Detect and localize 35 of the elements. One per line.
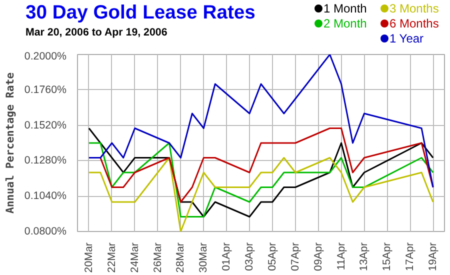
y-tick-label: 0.0800% <box>24 226 68 238</box>
chart-subtitle: Mar 20, 2006 to Apr 19, 2006 <box>26 26 168 38</box>
y-tick-label: 0.1280% <box>24 154 68 167</box>
line-series <box>88 157 434 232</box>
x-tick-label: 19Apr <box>427 242 440 271</box>
x-tick-label: 01Apr <box>220 242 233 271</box>
x-tick-label: 30Mar <box>198 242 210 273</box>
line-series <box>88 128 434 218</box>
x-tick-label: 11Apr <box>335 242 348 270</box>
legend-label: 6 Months <box>390 16 439 30</box>
y-tick-label: 0.2000% <box>24 50 68 62</box>
legend-label: 1 Month <box>324 2 367 16</box>
x-tick-label: 28Mar <box>174 242 187 273</box>
x-tick-label: 26Mar <box>152 242 164 273</box>
y-axis-title: Annual Percentage Rate <box>3 72 16 214</box>
x-tick-label: 17Apr <box>404 242 416 271</box>
legend-label: 2 Month <box>324 16 367 30</box>
line-series <box>88 142 434 218</box>
x-tick-label: 09Apr <box>312 242 324 271</box>
line-series <box>100 128 434 203</box>
y-tick-label: 0.1040% <box>24 190 68 202</box>
x-tick-label: 24Mar <box>128 242 141 273</box>
chart-title: 30 Day Gold Lease Rates <box>26 2 256 24</box>
x-tick-label: 20Mar <box>82 242 95 273</box>
x-tick-label: 05Apr <box>266 242 278 271</box>
line-series <box>88 54 434 188</box>
y-tick-label: 0.1760% <box>24 84 68 96</box>
x-tick-label: 13Apr <box>358 242 370 271</box>
x-tick-label: 03Apr <box>244 242 256 271</box>
x-tick-label: 07Apr <box>289 242 302 271</box>
legend-label: 1 Year <box>390 32 424 46</box>
x-tick-label: 22Mar <box>106 242 118 273</box>
legend-label: 3 Months <box>390 2 439 16</box>
x-tick-label: 15Apr <box>381 242 394 271</box>
y-tick-label: 0.1520% <box>24 119 68 132</box>
